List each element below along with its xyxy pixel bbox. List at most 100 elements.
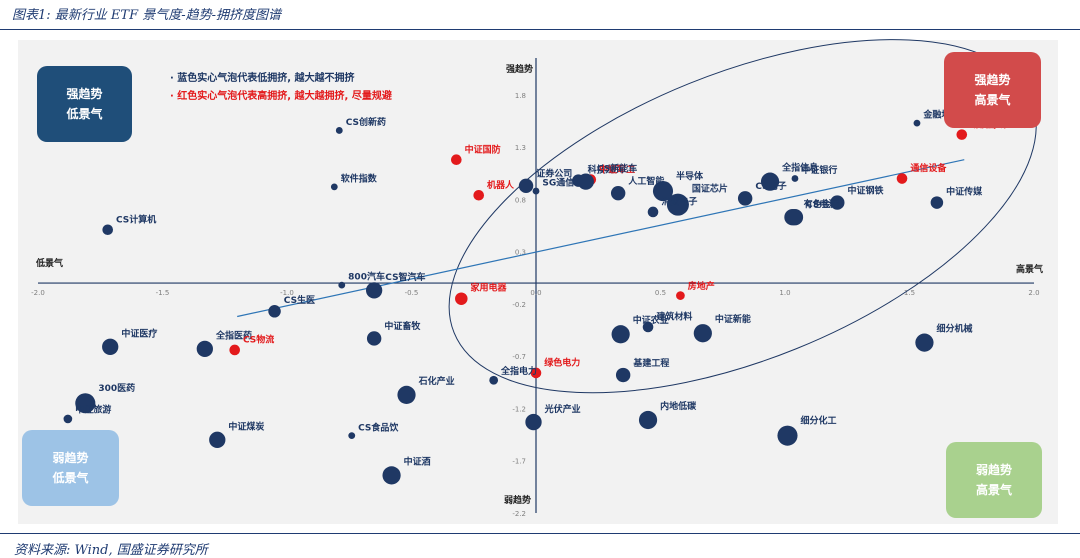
data-point-label: 全指医药 bbox=[215, 330, 252, 342]
data-point-label: CS电子 bbox=[755, 180, 786, 192]
data-point-label: 中证酒 bbox=[404, 455, 431, 467]
data-point-label: 有色金属 bbox=[804, 198, 840, 210]
data-point bbox=[335, 127, 343, 134]
quadrant-line1: 强趋势 bbox=[974, 73, 1011, 87]
x-axis-label-right: 高景气 bbox=[1016, 263, 1043, 275]
data-point bbox=[532, 187, 540, 195]
footer-rule bbox=[0, 533, 1080, 534]
data-point bbox=[615, 367, 631, 383]
x-tick-label: 0.5 bbox=[655, 289, 666, 297]
data-point bbox=[530, 367, 542, 379]
y-axis-label-top: 强趋势 bbox=[506, 63, 533, 75]
data-point-label: CS智汽车 bbox=[385, 271, 425, 283]
data-point bbox=[382, 466, 401, 485]
data-point-label: CS物流 bbox=[243, 334, 274, 346]
x-tick-label: 1.0 bbox=[779, 289, 790, 297]
data-point bbox=[913, 119, 921, 127]
data-point-label: CS新能车 bbox=[597, 163, 637, 175]
data-point bbox=[737, 191, 753, 206]
data-point-label: 全指信息 bbox=[781, 162, 818, 174]
data-point bbox=[676, 291, 685, 300]
quadrant-line1: 弱趋势 bbox=[52, 451, 89, 465]
legend-red: · 红色实心气泡代表高拥挤, 越大越拥挤, 尽量规避 bbox=[170, 91, 392, 102]
data-point-label: 中证银行 bbox=[801, 164, 837, 176]
data-point bbox=[75, 393, 96, 414]
data-point bbox=[518, 178, 534, 194]
data-point-label: 科技龙头 bbox=[588, 163, 624, 175]
x-tick-label: -1.0 bbox=[280, 289, 294, 297]
data-point bbox=[489, 375, 499, 385]
data-point-label: CS生医 bbox=[284, 294, 315, 306]
data-point bbox=[525, 413, 542, 431]
data-point bbox=[647, 206, 659, 218]
y-tick-label: 1.3 bbox=[515, 144, 526, 152]
data-point bbox=[830, 195, 845, 210]
data-point-label: 中证钢铁 bbox=[847, 184, 883, 196]
data-point bbox=[63, 414, 73, 424]
data-point-label: CS创新药 bbox=[346, 116, 386, 128]
data-point-label: 基建工程 bbox=[632, 357, 669, 369]
data-point-label: 证券公司 bbox=[536, 168, 572, 180]
x-tick-label: 1.5 bbox=[904, 289, 915, 297]
data-point-label: CS食品饮 bbox=[358, 421, 399, 433]
quadrant-line1: 弱趋势 bbox=[975, 463, 1012, 477]
data-point-label: 800汽车 bbox=[348, 271, 385, 283]
source-note: 资料来源: Wind, 国盛证券研究所 bbox=[14, 543, 208, 558]
data-point bbox=[777, 425, 798, 446]
quadrant-strong-trend-high-prosperity: 强趋势 高景气 bbox=[944, 52, 1041, 128]
figure-caption: 图表1: 最新行业 ETF 景气度-趋势-拥挤度图谱 bbox=[12, 8, 282, 23]
x-axis-label-left: 低景气 bbox=[35, 257, 63, 269]
data-point-label: 中证畜牧 bbox=[384, 320, 421, 332]
y-tick-label: -0.2 bbox=[512, 301, 526, 309]
data-point bbox=[915, 333, 934, 352]
data-point-label: 光伏产业 bbox=[544, 403, 581, 415]
data-point-label: 建筑材料 bbox=[656, 311, 692, 323]
data-point-label: 内地低碳 bbox=[660, 400, 697, 412]
data-point bbox=[397, 385, 416, 404]
data-point bbox=[784, 209, 801, 226]
data-point-label: 全指电力 bbox=[500, 365, 537, 377]
data-point bbox=[366, 331, 382, 346]
data-point-label: 家用电器 bbox=[471, 281, 508, 293]
trend-line bbox=[237, 159, 965, 318]
data-point-label: 房地产 bbox=[688, 280, 715, 292]
data-point bbox=[956, 129, 968, 140]
y-tick-label: 0.3 bbox=[515, 249, 526, 257]
data-point bbox=[896, 173, 908, 184]
data-point bbox=[666, 193, 689, 216]
y-tick-label: 0.8 bbox=[515, 196, 526, 204]
data-point-label: 细分化工 bbox=[801, 415, 837, 427]
quadrant-line2: 高景气 bbox=[974, 93, 1011, 107]
data-point bbox=[642, 321, 654, 333]
data-point bbox=[930, 196, 944, 209]
data-point-label: 机器人 bbox=[487, 179, 515, 191]
data-point bbox=[196, 340, 213, 358]
x-tick-label: -1.5 bbox=[156, 289, 170, 297]
data-point bbox=[577, 173, 594, 190]
data-point-label: 通信设备 bbox=[910, 162, 947, 174]
data-point-label: CS计算机 bbox=[116, 213, 156, 225]
marks-layer bbox=[63, 119, 968, 485]
data-point bbox=[348, 432, 356, 440]
data-point bbox=[102, 338, 119, 355]
data-point-label: 中证煤炭 bbox=[228, 421, 264, 433]
quadrant-line2: 低景气 bbox=[52, 471, 89, 485]
x-tick-label: 2.0 bbox=[1028, 289, 1039, 297]
caption-rule bbox=[0, 29, 1080, 30]
y-axis-label-bottom: 弱趋势 bbox=[504, 494, 531, 506]
data-point bbox=[638, 410, 658, 430]
data-point bbox=[652, 181, 674, 202]
data-point-label: 软件指数 bbox=[341, 172, 378, 184]
data-point bbox=[338, 281, 346, 289]
data-point bbox=[451, 154, 462, 166]
data-point bbox=[473, 189, 485, 201]
data-point-label: 石化产业 bbox=[418, 375, 455, 387]
y-tick-label: -1.7 bbox=[512, 458, 526, 466]
data-point bbox=[330, 183, 338, 191]
quadrant-weak-trend-low-prosperity: 弱趋势 低景气 bbox=[22, 430, 119, 506]
data-point-label: 中证传媒 bbox=[946, 185, 983, 197]
data-point-label: 绿色电力 bbox=[544, 357, 580, 369]
data-point-label: 中证国防 bbox=[465, 143, 501, 155]
